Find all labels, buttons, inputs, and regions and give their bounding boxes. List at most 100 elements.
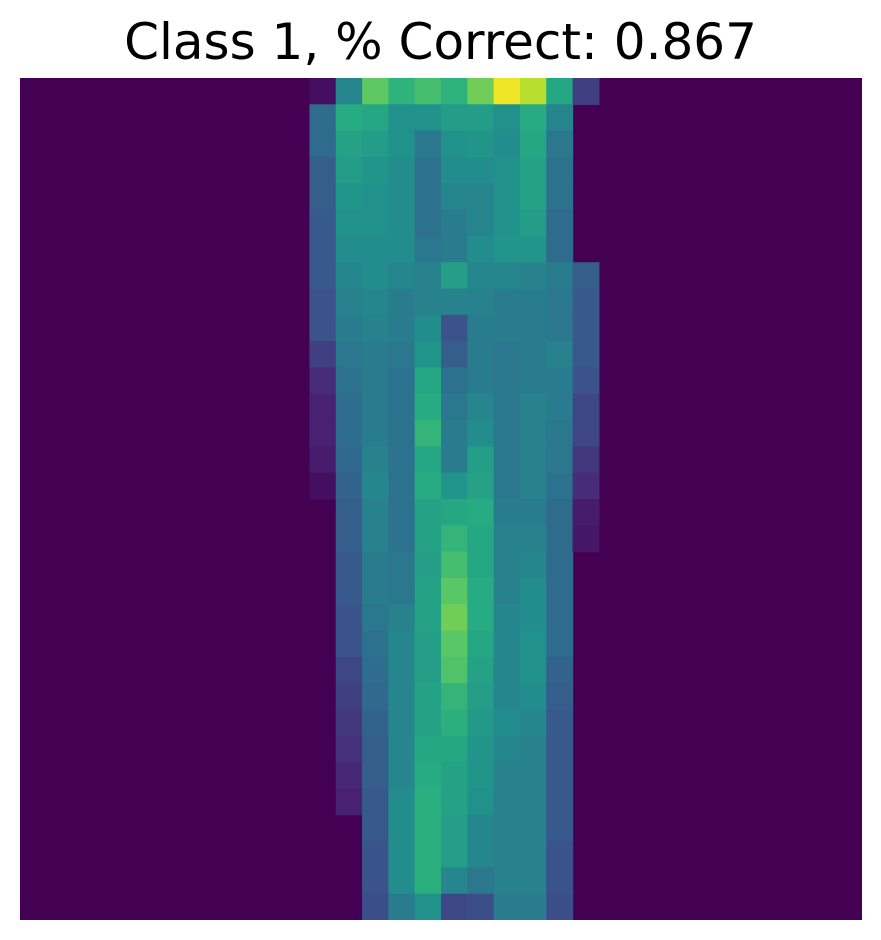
heatmap-cell-r0-c16 <box>441 78 468 105</box>
heatmap-cell-r11-c13 <box>362 367 389 395</box>
heatmap-cell-r8-c15 <box>414 288 442 316</box>
heatmap-cell-r29-c19 <box>519 841 547 868</box>
heatmap-cell-r14-c12 <box>335 446 363 474</box>
heatmap-cell-r18-c16 <box>441 551 468 579</box>
heatmap-cell-r3-c17 <box>467 156 495 184</box>
heatmap-cell-r14-c16 <box>441 446 468 474</box>
heatmap-cell-r8-c17 <box>467 288 495 316</box>
heatmap-cell-r14-c15 <box>414 446 442 474</box>
heatmap-cell-r8-c20 <box>546 288 574 316</box>
heatmap-cell-r31-c17 <box>467 893 495 920</box>
heatmap-cell-r16-c21 <box>572 499 600 526</box>
heatmap-cell-r13-c20 <box>546 420 574 447</box>
heatmap-cell-r20-c16 <box>441 604 468 632</box>
heatmap-cell-r16-c16 <box>441 499 468 526</box>
heatmap-cell-r9-c13 <box>362 314 389 342</box>
heatmap-cell-r28-c17 <box>467 814 495 842</box>
heatmap-cell-r6-c17 <box>467 235 495 263</box>
heatmap-cell-r5-c13 <box>362 209 389 237</box>
heatmap-cell-r9-c20 <box>546 314 574 342</box>
heatmap-cell-r24-c12 <box>335 709 363 737</box>
heatmap-cell-r17-c19 <box>519 525 547 553</box>
heatmap-cell-r27-c19 <box>519 788 547 816</box>
heatmap-cell-r20-c19 <box>519 604 547 632</box>
heatmap-cell-r17-c17 <box>467 525 495 553</box>
heatmap-cell-r31-c14 <box>388 893 416 920</box>
heatmap-cell-r28-c19 <box>519 814 547 842</box>
heatmap-cell-r1-c19 <box>519 104 547 132</box>
heatmap-cell-r3-c18 <box>493 156 521 184</box>
heatmap-cell-r27-c15 <box>414 788 442 816</box>
heatmap-cell-r15-c20 <box>546 472 574 500</box>
heatmap-cell-r23-c16 <box>441 683 468 711</box>
heatmap-cell-r8-c13 <box>362 288 389 316</box>
heatmap-cell-r0-c12 <box>335 78 363 105</box>
heatmap-cell-r25-c18 <box>493 735 521 763</box>
heatmap-cell-r2-c16 <box>441 130 468 158</box>
heatmap-cell-r11-c14 <box>388 367 416 395</box>
heatmap-cell-r24-c16 <box>441 709 468 737</box>
heatmap-cell-r0-c19 <box>519 78 547 105</box>
heatmap-cell-r7-c16 <box>441 262 468 290</box>
heatmap-cell-r10-c20 <box>546 341 574 369</box>
heatmap-cell-r7-c15 <box>414 262 442 290</box>
heatmap-cell-r3-c14 <box>388 156 416 184</box>
heatmap-cell-r28-c14 <box>388 814 416 842</box>
heatmap <box>20 78 862 920</box>
heatmap-cell-r31-c18 <box>493 893 521 920</box>
heatmap-cell-r1-c14 <box>388 104 416 132</box>
heatmap-cell-r6-c15 <box>414 235 442 263</box>
heatmap-cell-r14-c13 <box>362 446 389 474</box>
heatmap-cell-r7-c18 <box>493 262 521 290</box>
heatmap-cell-r9-c11 <box>309 314 337 342</box>
heatmap-cell-r17-c21 <box>572 525 600 553</box>
heatmap-cell-r15-c14 <box>388 472 416 500</box>
heatmap-cell-r22-c20 <box>546 656 574 684</box>
heatmap-cell-r20-c14 <box>388 604 416 632</box>
heatmap-cell-r12-c17 <box>467 393 495 421</box>
heatmap-cell-r15-c19 <box>519 472 547 500</box>
heatmap-cell-r15-c17 <box>467 472 495 500</box>
heatmap-cell-r31-c15 <box>414 893 442 920</box>
heatmap-cell-r2-c20 <box>546 130 574 158</box>
heatmap-cell-r24-c13 <box>362 709 389 737</box>
heatmap-cell-r1-c15 <box>414 104 442 132</box>
heatmap-cell-r11-c21 <box>572 367 600 395</box>
heatmap-cell-r20-c15 <box>414 604 442 632</box>
heatmap-cell-r13-c18 <box>493 420 521 447</box>
heatmap-cell-r14-c14 <box>388 446 416 474</box>
heatmap-cell-r0-c18 <box>493 78 521 105</box>
heatmap-cell-r16-c19 <box>519 499 547 526</box>
heatmap-cell-r26-c18 <box>493 762 521 790</box>
heatmap-cell-r30-c19 <box>519 867 547 895</box>
heatmap-cell-r17-c13 <box>362 525 389 553</box>
heatmap-cell-r27-c18 <box>493 788 521 816</box>
heatmap-cell-r26-c19 <box>519 762 547 790</box>
heatmap-cell-r1-c12 <box>335 104 363 132</box>
heatmap-cell-r2-c17 <box>467 130 495 158</box>
heatmap-cell-r10-c21 <box>572 341 600 369</box>
heatmap-cell-r27-c13 <box>362 788 389 816</box>
heatmap-cell-r23-c19 <box>519 683 547 711</box>
heatmap-cell-r23-c18 <box>493 683 521 711</box>
heatmap-cell-r3-c11 <box>309 156 337 184</box>
heatmap-cell-r20-c12 <box>335 604 363 632</box>
heatmap-cell-r19-c19 <box>519 577 547 605</box>
heatmap-cell-r15-c18 <box>493 472 521 500</box>
heatmap-cell-r19-c15 <box>414 577 442 605</box>
heatmap-cell-r24-c19 <box>519 709 547 737</box>
chart-title: Class 1, % Correct: 0.867 <box>124 13 757 71</box>
heatmap-cell-r30-c13 <box>362 867 389 895</box>
heatmap-cell-r22-c16 <box>441 656 468 684</box>
heatmap-cell-r28-c18 <box>493 814 521 842</box>
heatmap-cell-r29-c16 <box>441 841 468 868</box>
heatmap-cell-r30-c16 <box>441 867 468 895</box>
heatmap-cell-r15-c15 <box>414 472 442 500</box>
heatmap-cell-r30-c14 <box>388 867 416 895</box>
heatmap-cell-r15-c13 <box>362 472 389 500</box>
heatmap-cell-r7-c21 <box>572 262 600 290</box>
heatmap-cell-r3-c15 <box>414 156 442 184</box>
heatmap-cell-r26-c17 <box>467 762 495 790</box>
heatmap-cell-r6-c12 <box>335 235 363 263</box>
heatmap-cell-r13-c12 <box>335 420 363 447</box>
